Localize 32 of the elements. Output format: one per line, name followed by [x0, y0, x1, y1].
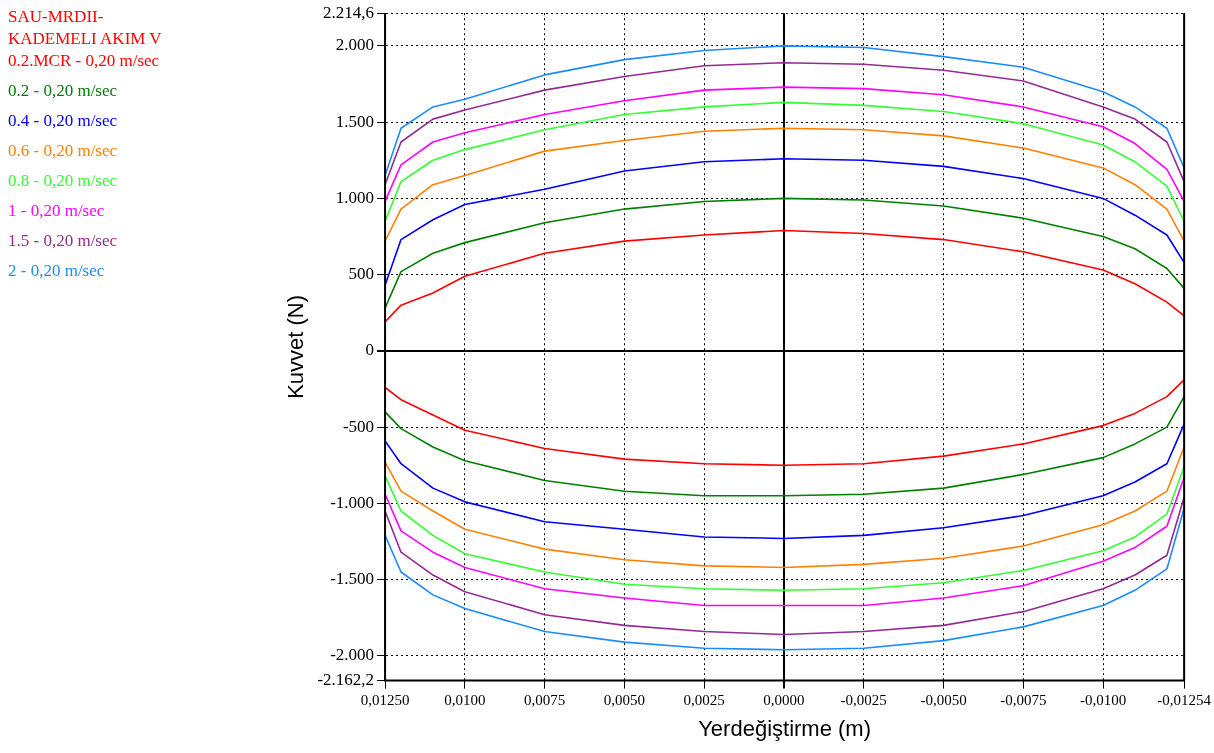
- text: 0.6 - 0,20 m/sec: [8, 140, 119, 162]
- x-tick-label: -0,0100: [1079, 691, 1127, 708]
- y-tick-label: -1.500: [330, 569, 375, 589]
- text: SAU-MRDII-KADEMELI AKIM V 0.2.MCR - 0,20 m/sec: [8, 6, 163, 72]
- y-tick-label: 500: [348, 264, 375, 284]
- y-tick-label: -1.000: [330, 492, 375, 512]
- y-tick-label: -500: [342, 416, 375, 436]
- y-tick-label: 2.214,6: [323, 2, 375, 22]
- y-tick-label: 0: [365, 340, 375, 360]
- y-tick-label: -2.000: [330, 645, 375, 665]
- y-axis-title: Kuvvet (N): [283, 294, 309, 399]
- x-tick-label: 0,0100: [444, 691, 486, 708]
- text: 0.2 - 0,20 m/sec: [8, 80, 119, 102]
- x-tick-label: -0,01254: [1157, 691, 1212, 708]
- x-tick-label: -0,0075: [1000, 691, 1047, 708]
- x-tick-label: 0,0050: [603, 691, 646, 708]
- y-tick-label: 2.000: [335, 35, 375, 55]
- text: 2 - 0,20 m/sec: [8, 260, 106, 282]
- y-tick-label: -2.162,2: [317, 670, 375, 690]
- x-tick-label: -0,0025: [840, 691, 887, 708]
- text: 1 - 0,20 m/sec: [8, 200, 106, 222]
- text: 0.8 - 0,20 m/sec: [8, 170, 119, 192]
- text: 1.5 - 0,20 m/sec: [8, 230, 119, 252]
- x-axis-title: Yerdeğiştirme (m): [698, 715, 871, 741]
- y-tick-label: 1.000: [335, 187, 375, 207]
- x-tick-label: 0,0075: [523, 691, 566, 708]
- y-tick-label: 1.500: [335, 111, 375, 131]
- x-tick-label: -0,0050: [920, 691, 967, 708]
- x-tick-label: 0,01250: [360, 691, 410, 708]
- x-tick-label: 0,0025: [683, 691, 725, 708]
- x-tick-label: 0,0000: [763, 691, 805, 708]
- text: 0.4 - 0,20 m/sec: [8, 110, 119, 132]
